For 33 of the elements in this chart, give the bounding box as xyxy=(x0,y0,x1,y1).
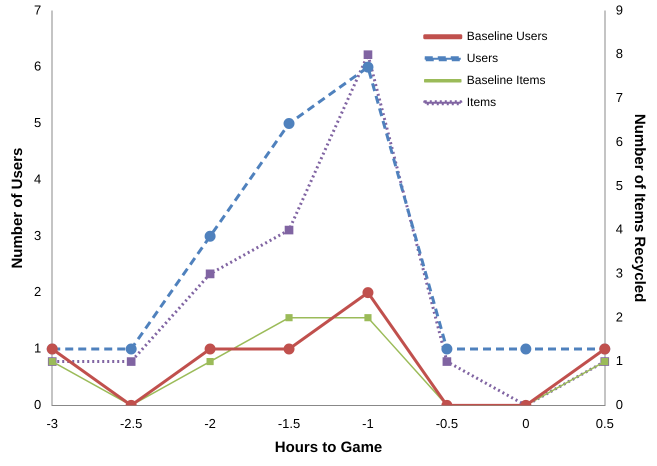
x-tick-label: 0.5 xyxy=(596,416,614,431)
y-tick-label: 3 xyxy=(34,228,42,243)
x-tick-label: 0 xyxy=(522,416,530,431)
y2-tick-label: 6 xyxy=(616,134,624,149)
x-tick-label: -1 xyxy=(362,416,374,431)
legend-label: Baseline Users xyxy=(466,29,548,44)
y2-tick-label: 1 xyxy=(616,353,624,368)
y2-tick-label: 7 xyxy=(616,90,624,106)
x-axis-title: Hours to Game xyxy=(274,439,382,456)
y2-axis-title: Number of Items Recycled xyxy=(630,114,648,302)
x-tick-label: -2.5 xyxy=(120,416,142,431)
legend-label: Baseline Items xyxy=(466,73,546,88)
legend-label: Items xyxy=(466,95,496,110)
y-tick-label: 6 xyxy=(34,58,42,74)
x-tick-label: -3 xyxy=(46,416,58,431)
y-axis-title: Number of Users xyxy=(9,148,26,269)
y2-tick-label: 5 xyxy=(616,178,624,193)
y2-tick-label: 3 xyxy=(616,265,624,280)
y-tick-label: 1 xyxy=(34,340,42,356)
y-tick-label: 4 xyxy=(34,171,42,186)
x-tick-label: -1.5 xyxy=(278,416,300,431)
y-tick-label: 7 xyxy=(34,2,42,18)
y-tick-label: 5 xyxy=(34,115,42,130)
x-tick-label: -2 xyxy=(204,416,216,431)
y-tick-label: 2 xyxy=(34,284,42,300)
x-tick-label: -0.5 xyxy=(436,416,458,431)
y2-tick-label: 2 xyxy=(616,309,624,324)
y-tick-label: 0 xyxy=(34,396,42,412)
y2-tick-label: 4 xyxy=(616,222,624,237)
y2-tick-label: 8 xyxy=(616,46,624,62)
y2-tick-label: 0 xyxy=(616,396,624,412)
legend-label: Users xyxy=(466,51,498,66)
y2-tick-label: 9 xyxy=(616,2,624,18)
